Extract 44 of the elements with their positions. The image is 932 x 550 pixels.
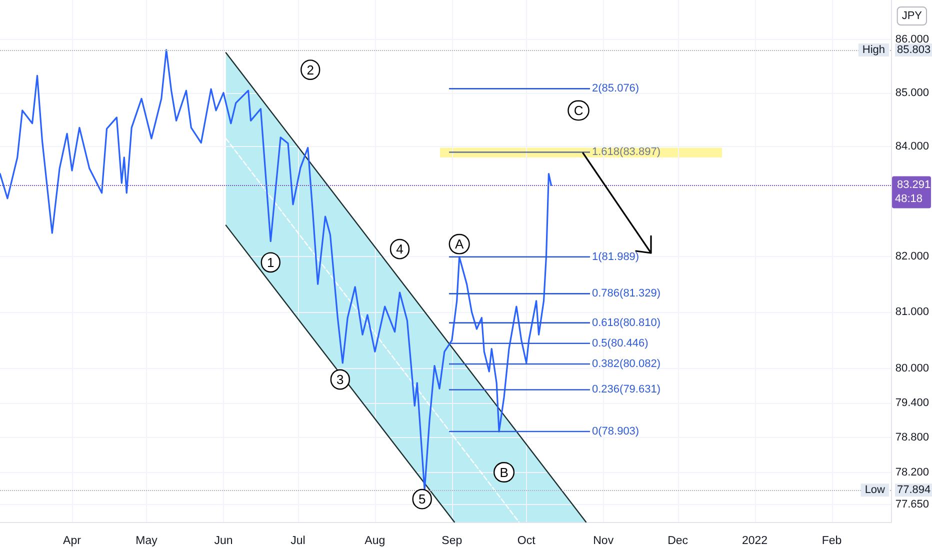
x-tick-label: 2022: [742, 535, 768, 547]
ref-line-label: 0.5(80.446): [592, 337, 648, 350]
ref-line-label: 2(85.076): [592, 82, 640, 95]
ref-line-label: 0.382(80.082): [592, 358, 660, 370]
text: JPY: [902, 10, 923, 22]
x-tick-label: Feb: [822, 535, 842, 547]
y-tick-label: 82.000: [895, 250, 930, 262]
ref-line-label: 85.803: [897, 44, 931, 56]
x-tick-label: Dec: [668, 535, 688, 547]
ref-line-label: 0.618(80.810): [592, 316, 660, 329]
y-tick-label: 77.650: [895, 498, 930, 510]
annotation: 2: [306, 62, 314, 78]
x-tick-label: Jul: [290, 535, 306, 547]
y-tick-label: 78.200: [895, 466, 930, 478]
y-tick-label: 79.400: [895, 396, 930, 409]
annotation: High: [862, 44, 885, 56]
ref-line-label: 77.894: [897, 484, 931, 496]
annotation: A: [455, 236, 464, 252]
ref-line-label: 0(78.903): [592, 426, 640, 438]
x-tick-label: Sep: [442, 535, 462, 547]
x-tick-label: May: [136, 535, 158, 547]
y-tick-label: 78.800: [895, 431, 930, 444]
x-tick-label: Nov: [593, 535, 614, 547]
y-tick-label: 85.000: [895, 86, 930, 99]
x-tick-label: Aug: [364, 535, 386, 547]
ref-line-label: 0.236(79.631): [592, 384, 660, 396]
y-tick-label: 84.000: [895, 140, 930, 153]
annotation: C: [574, 102, 584, 118]
ref-line-label: 83.291: [897, 179, 931, 192]
text: 48:18: [895, 193, 923, 206]
x-tick-label: Jun: [214, 535, 233, 547]
annotation: B: [500, 464, 508, 480]
annotation: 4: [396, 242, 404, 257]
ref-line-label: 1(81.989): [592, 250, 640, 263]
annotation: Low: [864, 484, 886, 496]
annotation: 1: [267, 254, 274, 270]
annotation: 3: [336, 372, 344, 388]
y-tick-label: 86.000: [895, 34, 930, 46]
ref-line-label: 0.786(81.329): [592, 288, 660, 300]
x-tick-label: Apr: [63, 535, 82, 547]
annotation: 5: [418, 492, 426, 507]
x-tick-label: Oct: [517, 535, 536, 547]
y-tick-label: 80.000: [895, 362, 930, 375]
y-tick-label: 81.000: [895, 306, 930, 318]
